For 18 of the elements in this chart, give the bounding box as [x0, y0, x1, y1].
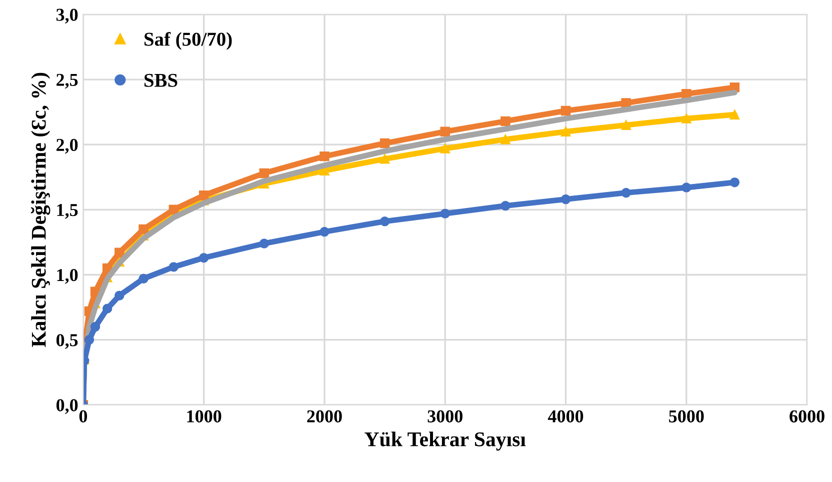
y-tick-label: 1,5: [57, 204, 78, 219]
x-axis-title: Yük Tekrar Sayısı: [364, 432, 526, 451]
legend-label: SBS: [144, 74, 178, 87]
x-tick-label: 5000: [669, 410, 704, 422]
legend-label: Saf (50/70): [144, 32, 232, 50]
y-axis-title: Kalıcı Şekil Değiştirme (Ɛc, %): [30, 72, 50, 348]
y-tick-label: 2,0: [56, 138, 78, 154]
x-tick-label: 0: [79, 410, 88, 422]
x-tick-label: 3000: [428, 410, 462, 422]
x-tick-label: 4000: [548, 410, 584, 422]
y-tick-label: 0,0: [56, 399, 78, 414]
x-tick-label: 6000: [790, 410, 824, 422]
x-tick-label: 1000: [187, 410, 222, 422]
y-tick-label: 2,5: [56, 74, 78, 89]
y-tick-label: 1,0: [57, 268, 78, 284]
y-tick-label: 0,5: [56, 334, 78, 349]
y-tick-label: 3,0: [56, 8, 78, 24]
x-tick-label: 2000: [307, 410, 342, 422]
